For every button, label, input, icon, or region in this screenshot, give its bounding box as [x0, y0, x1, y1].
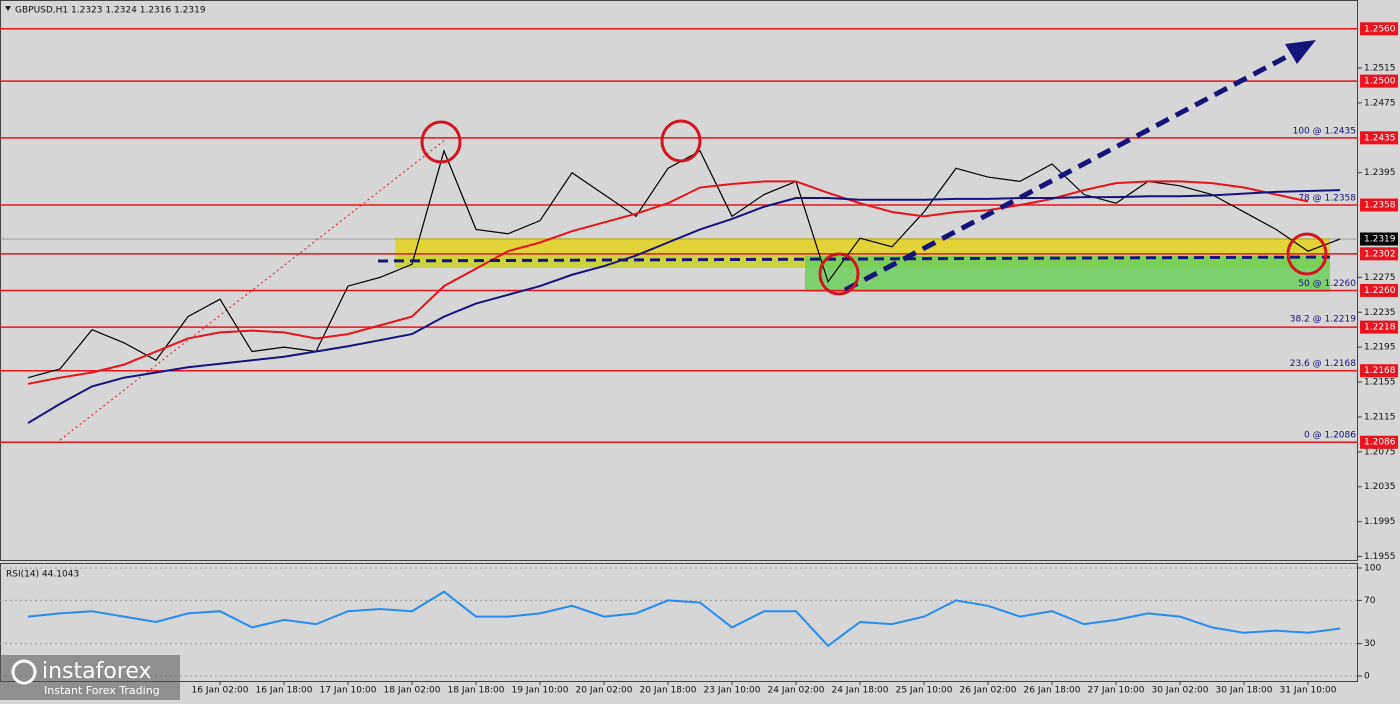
x-tick-label: 20 Jan 02:00	[576, 686, 633, 696]
trend-arrow	[843, 52, 1292, 293]
y-tick-label: 1.2235	[1364, 308, 1396, 318]
level-label: 1.2435	[1364, 133, 1396, 143]
y-tick-label: 1.2075	[1364, 447, 1396, 457]
y-tick-label: 70	[1364, 596, 1376, 606]
rsi-title: RSI(14) 44.1043	[6, 570, 79, 580]
logo-tagline: Instant Forex Trading	[44, 684, 160, 697]
main-frame	[0, 0, 1358, 561]
header: GBPUSD,H1 1.2323 1.2324 1.2316 1.2319	[15, 6, 206, 16]
level-label: 1.2500	[1364, 77, 1396, 87]
y-tick-label: 1.2275	[1364, 273, 1396, 283]
demand-zone	[805, 256, 1330, 292]
y-tick-label: 1.2155	[1364, 378, 1396, 388]
fib-label: 0 @ 1.2086	[1304, 431, 1356, 441]
x-tick-label: 31 Jan 10:00	[1280, 686, 1337, 696]
fib-label: 50 @ 1.2260	[1298, 279, 1356, 289]
supply-zone	[395, 238, 1330, 256]
level-label-bg	[1360, 364, 1398, 378]
x-tick-label: 17 Jan 10:00	[320, 686, 377, 696]
level-label: 1.2560	[1364, 24, 1396, 34]
circle	[1286, 232, 1328, 276]
y-tick-label: 0	[1364, 672, 1370, 682]
rsi-frame	[0, 563, 1358, 682]
x-tick-label: 26 Jan 02:00	[960, 686, 1017, 696]
x-tick-label: 18 Jan 18:00	[448, 686, 505, 696]
level-label-bg	[1360, 74, 1398, 88]
x-tick-label: 19 Jan 10:00	[512, 686, 569, 696]
logo: instaforex Instant Forex Trading	[0, 655, 180, 700]
series-line	[27, 590, 1341, 648]
support-line	[377, 255, 1331, 263]
level-label: 1.2358	[1364, 200, 1396, 210]
plot: 1.2515 1.2475 1.2395 1.2275 1.2235 1.2195 1.21…	[0, 22, 1398, 696]
series-line	[27, 180, 1309, 385]
y-tick-label: 1.1995	[1364, 517, 1396, 527]
x-tick-label: 24 Jan 18:00	[832, 686, 889, 696]
series-line	[27, 189, 1341, 424]
x-tick-label: 16 Jan 02:00	[192, 686, 249, 696]
y-tick-label: 1.2395	[1364, 168, 1396, 178]
y-tick-label: 1.2475	[1364, 98, 1396, 108]
level-label-bg	[1360, 22, 1398, 36]
fib-label: 78 @ 1.2358	[1298, 193, 1356, 203]
level-label: 1.2302	[1364, 249, 1396, 259]
x-tick-label: 18 Jan 02:00	[384, 686, 441, 696]
circle	[818, 252, 860, 296]
x-tick-label: 23 Jan 10:00	[704, 686, 761, 696]
header-arrow	[5, 6, 11, 11]
level-label: 1.2168	[1364, 366, 1396, 376]
fib-line	[59, 139, 446, 441]
level-label-bg	[1360, 283, 1398, 297]
fib-label: 38.2 @ 1.2219	[1290, 315, 1357, 325]
x-tick-label: 24 Jan 02:00	[768, 686, 825, 696]
circles	[420, 119, 1328, 296]
x-tick-label: 30 Jan 18:00	[1216, 686, 1273, 696]
x-tick-label: 20 Jan 18:00	[640, 686, 697, 696]
y-tick-label: 1.2195	[1364, 343, 1396, 353]
current-price-label: 1.2319	[1364, 235, 1396, 245]
y-tick-label: 30	[1364, 639, 1376, 649]
level-label-bg	[1360, 131, 1398, 145]
x-tick-label: 25 Jan 10:00	[896, 686, 953, 696]
level-label-bg	[1360, 320, 1398, 334]
level-label-bg	[1360, 198, 1398, 212]
circle	[420, 120, 462, 164]
current-price-bg	[1360, 232, 1398, 246]
fib-label: 100 @ 1.2435	[1293, 126, 1356, 136]
logo-icon	[11, 659, 37, 685]
y-tick-label: 1.2115	[1364, 412, 1396, 422]
x-tick-label: 16 Jan 18:00	[256, 686, 313, 696]
level-label-bg	[1360, 247, 1398, 261]
logo-name: instaforex	[42, 659, 152, 684]
level-label: 1.2086	[1364, 438, 1396, 448]
arrow-head	[1285, 40, 1316, 64]
circle	[660, 119, 702, 163]
x-tick-label: 30 Jan 02:00	[1152, 686, 1209, 696]
y-tick-label: 1.2515	[1364, 64, 1396, 74]
y-tick-label: 1.2035	[1364, 482, 1396, 492]
x-tick-label: 26 Jan 18:00	[1024, 686, 1081, 696]
y-tick-label: 100	[1364, 564, 1381, 574]
fib-label: 23.6 @ 1.2168	[1290, 359, 1357, 369]
x-tick-label: 27 Jan 10:00	[1088, 686, 1145, 696]
level-label-bg	[1360, 435, 1398, 449]
y-tick-label: 1.1955	[1364, 552, 1396, 562]
level-label: 1.2218	[1364, 323, 1396, 333]
level-label: 1.2260	[1364, 286, 1396, 296]
